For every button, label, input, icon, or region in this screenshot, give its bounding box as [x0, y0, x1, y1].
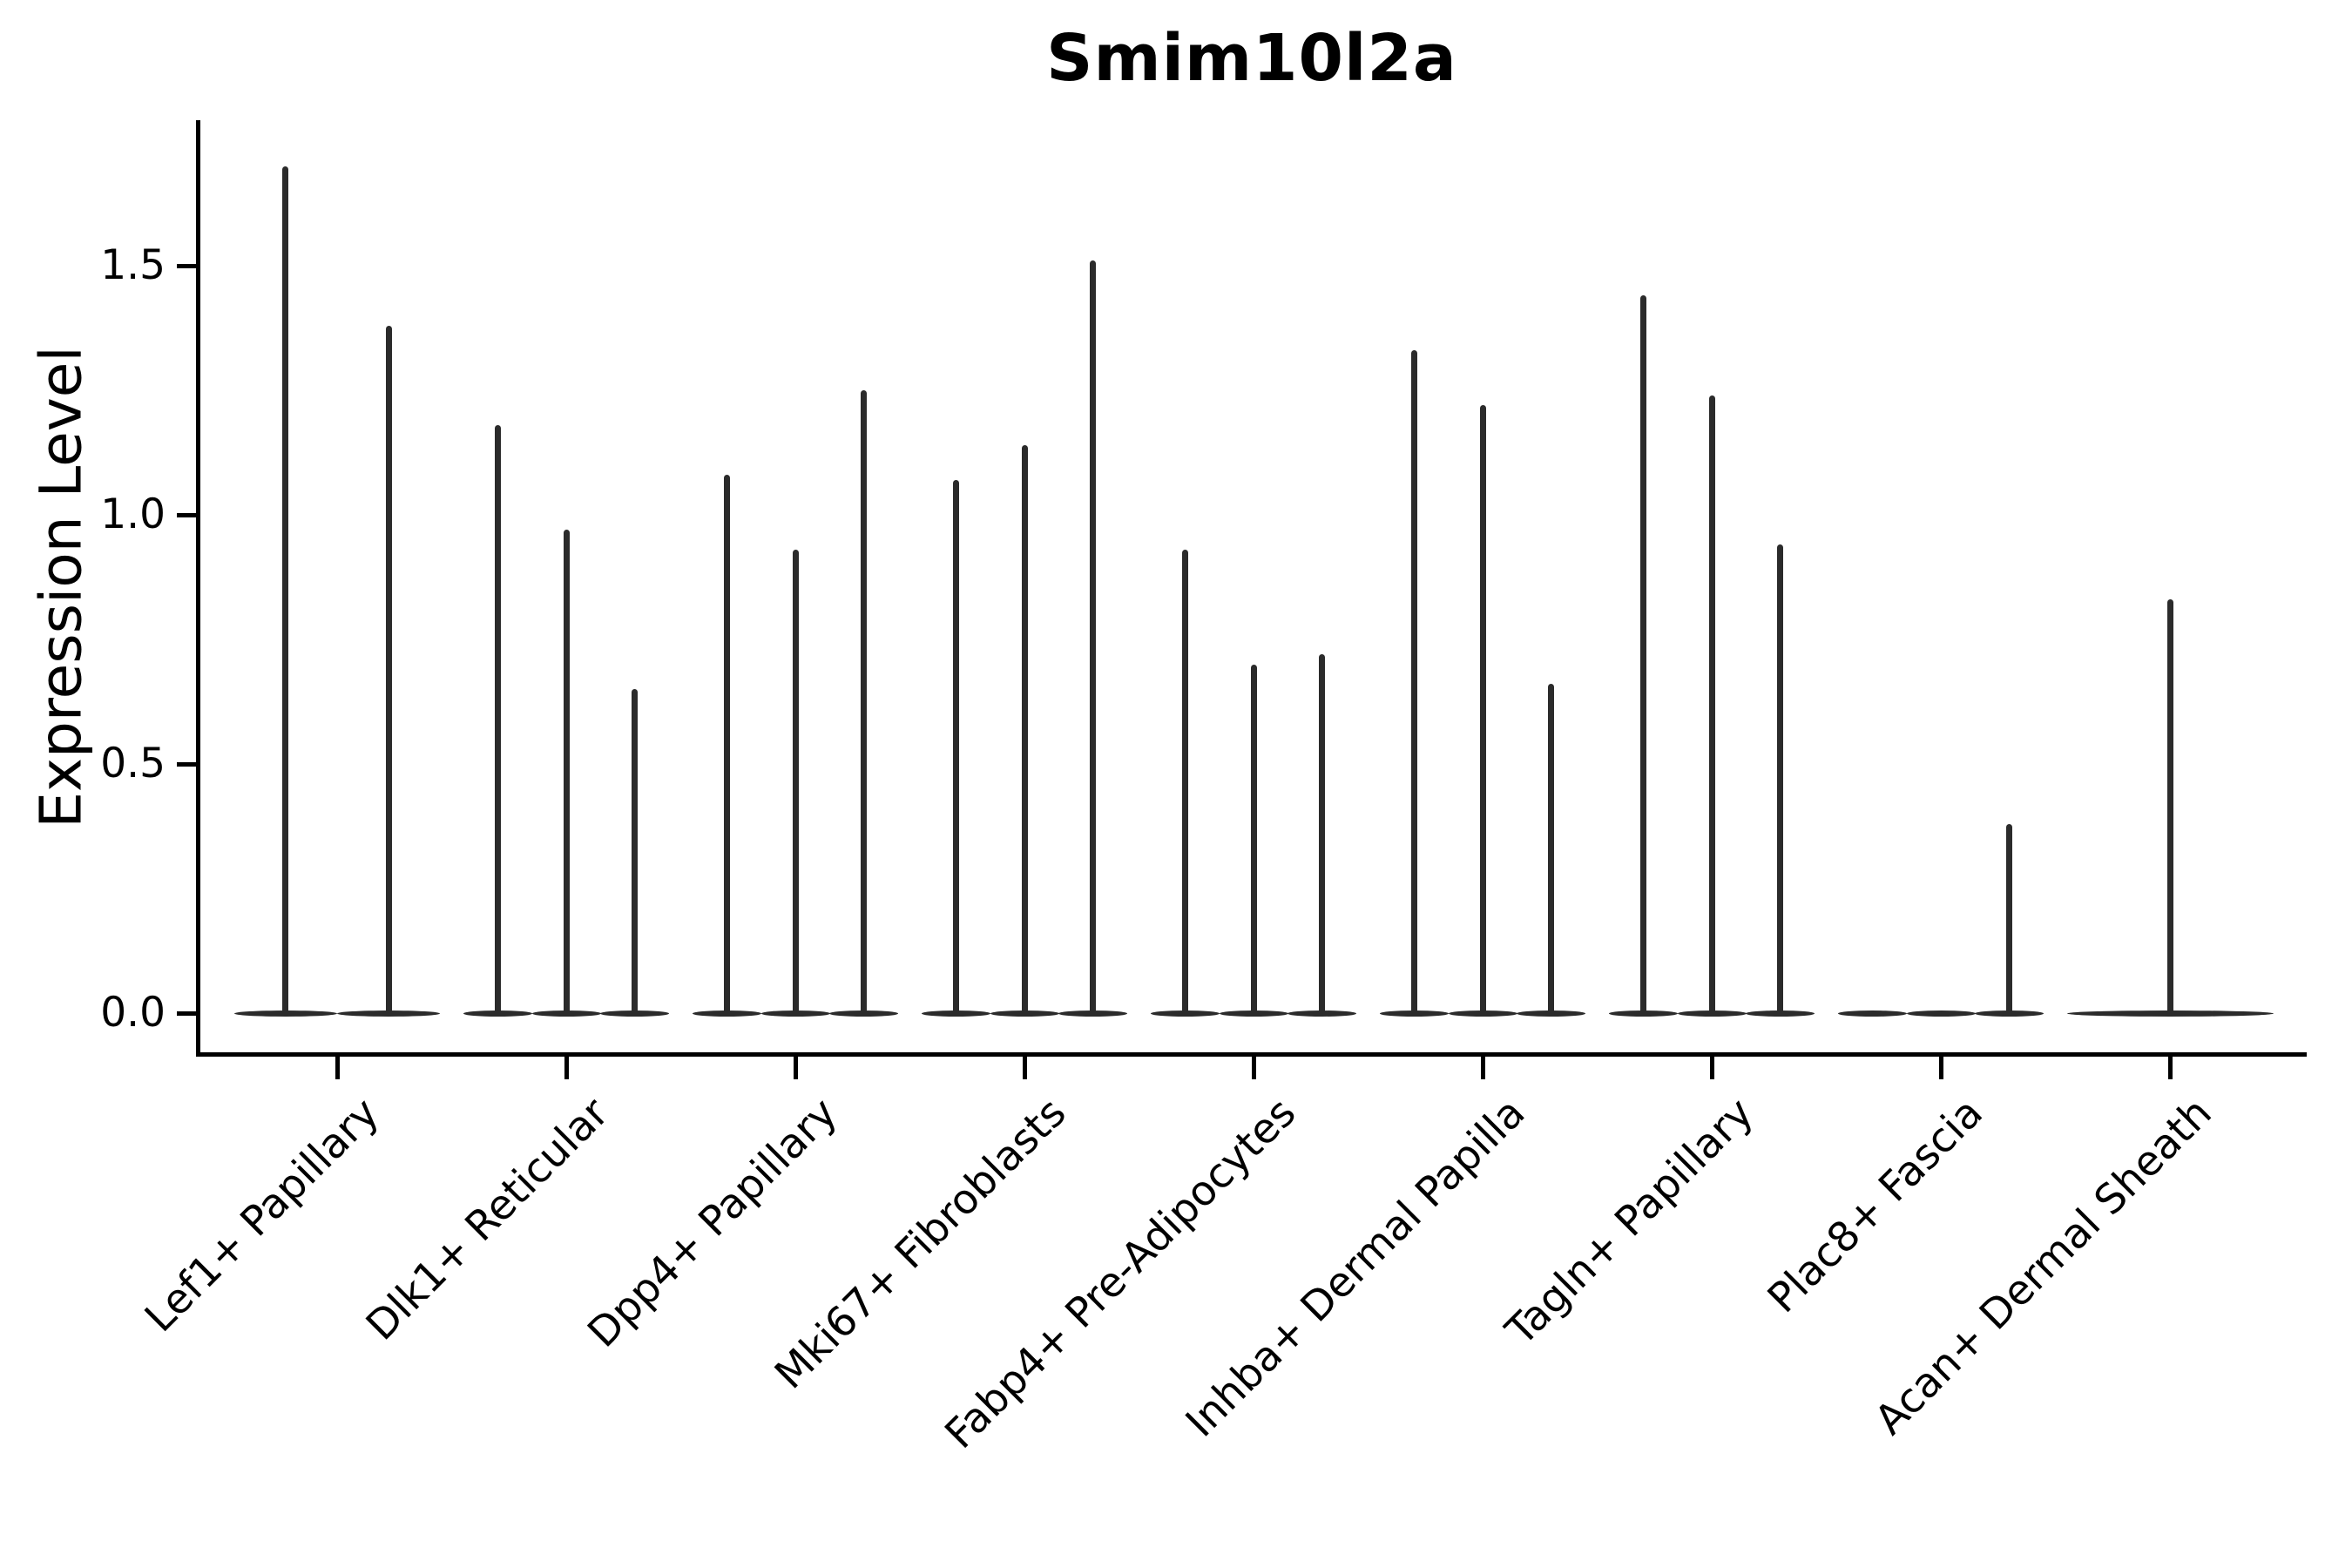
violin-spike: [1182, 550, 1188, 1013]
violin-body: [234, 1010, 337, 1017]
violin-spike: [1411, 350, 1417, 1013]
violin-body: [1678, 1010, 1747, 1017]
violin-body: [2067, 1010, 2274, 1017]
violin-spike: [1640, 295, 1646, 1013]
violin-spike: [632, 689, 638, 1013]
violin-spike: [564, 530, 570, 1013]
violin-body: [1058, 1010, 1127, 1017]
violin-body: [761, 1010, 830, 1017]
violin-spike: [1548, 684, 1554, 1013]
violin-body: [1907, 1010, 1976, 1017]
violin-spike: [386, 326, 392, 1013]
x-axis-category-label: Plac8+ Fascia: [1758, 1089, 1992, 1322]
x-tick: [1938, 1057, 1943, 1079]
violin-body: [990, 1010, 1059, 1017]
violin-body: [600, 1010, 669, 1017]
violin-body: [1746, 1010, 1815, 1017]
violin-spike: [1319, 654, 1325, 1013]
x-tick: [793, 1057, 798, 1079]
violin-spike: [2006, 824, 2012, 1013]
y-tick: [177, 1010, 198, 1016]
y-axis-spine: [196, 120, 200, 1057]
y-tick: [177, 512, 198, 517]
violin-spike: [2167, 599, 2173, 1013]
violin-spike: [1022, 445, 1028, 1013]
violin-body: [1380, 1010, 1449, 1017]
violin-body: [1220, 1010, 1288, 1017]
violin-body: [532, 1010, 601, 1017]
violin-spike: [793, 550, 799, 1013]
violin-spike: [1251, 665, 1257, 1013]
violin-body: [1609, 1010, 1678, 1017]
x-axis-category-label: Tagln+ Papillary: [1497, 1089, 1763, 1355]
x-axis-spine: [196, 1052, 2307, 1057]
y-tick-label: 1.5: [100, 241, 166, 289]
violin-body: [829, 1010, 898, 1017]
violin-spike: [1480, 405, 1486, 1013]
chart-title: Smim10l2a: [1046, 21, 1457, 96]
violin-body: [1449, 1010, 1517, 1017]
x-axis-category-label: Lef1+ Papillary: [135, 1089, 389, 1342]
violin-spike: [1709, 395, 1715, 1013]
x-tick: [1022, 1057, 1027, 1079]
violin-spike: [1777, 544, 1783, 1013]
violin-spike: [1090, 260, 1096, 1013]
violin-body: [1151, 1010, 1220, 1017]
y-tick: [177, 263, 198, 268]
violin-spike: [282, 166, 288, 1013]
violin-body: [693, 1010, 761, 1017]
x-axis-category-label: Dlk1+ Reticular: [356, 1089, 618, 1350]
x-tick: [335, 1057, 340, 1079]
y-tick-label: 0.5: [100, 740, 166, 787]
violin-spike: [495, 425, 501, 1013]
violin-spike: [861, 390, 867, 1013]
y-tick-label: 0.0: [100, 989, 166, 1037]
violin-body: [1975, 1010, 2044, 1017]
y-tick: [177, 761, 198, 767]
x-tick: [1251, 1057, 1256, 1079]
y-tick-label: 1.0: [100, 490, 166, 538]
x-axis-category-label: Dpp4+ Papillary: [578, 1089, 847, 1357]
violin-body: [1288, 1010, 1356, 1017]
violin-body: [922, 1010, 990, 1017]
violin-body: [337, 1010, 440, 1017]
x-tick: [1709, 1057, 1714, 1079]
x-tick: [2167, 1057, 2173, 1079]
x-tick: [564, 1057, 569, 1079]
violin-body: [463, 1010, 532, 1017]
violin-spike: [953, 480, 959, 1013]
violin-body: [1838, 1010, 1907, 1017]
violin-spike: [724, 475, 730, 1013]
x-tick: [1480, 1057, 1485, 1079]
violin-body: [1517, 1010, 1585, 1017]
